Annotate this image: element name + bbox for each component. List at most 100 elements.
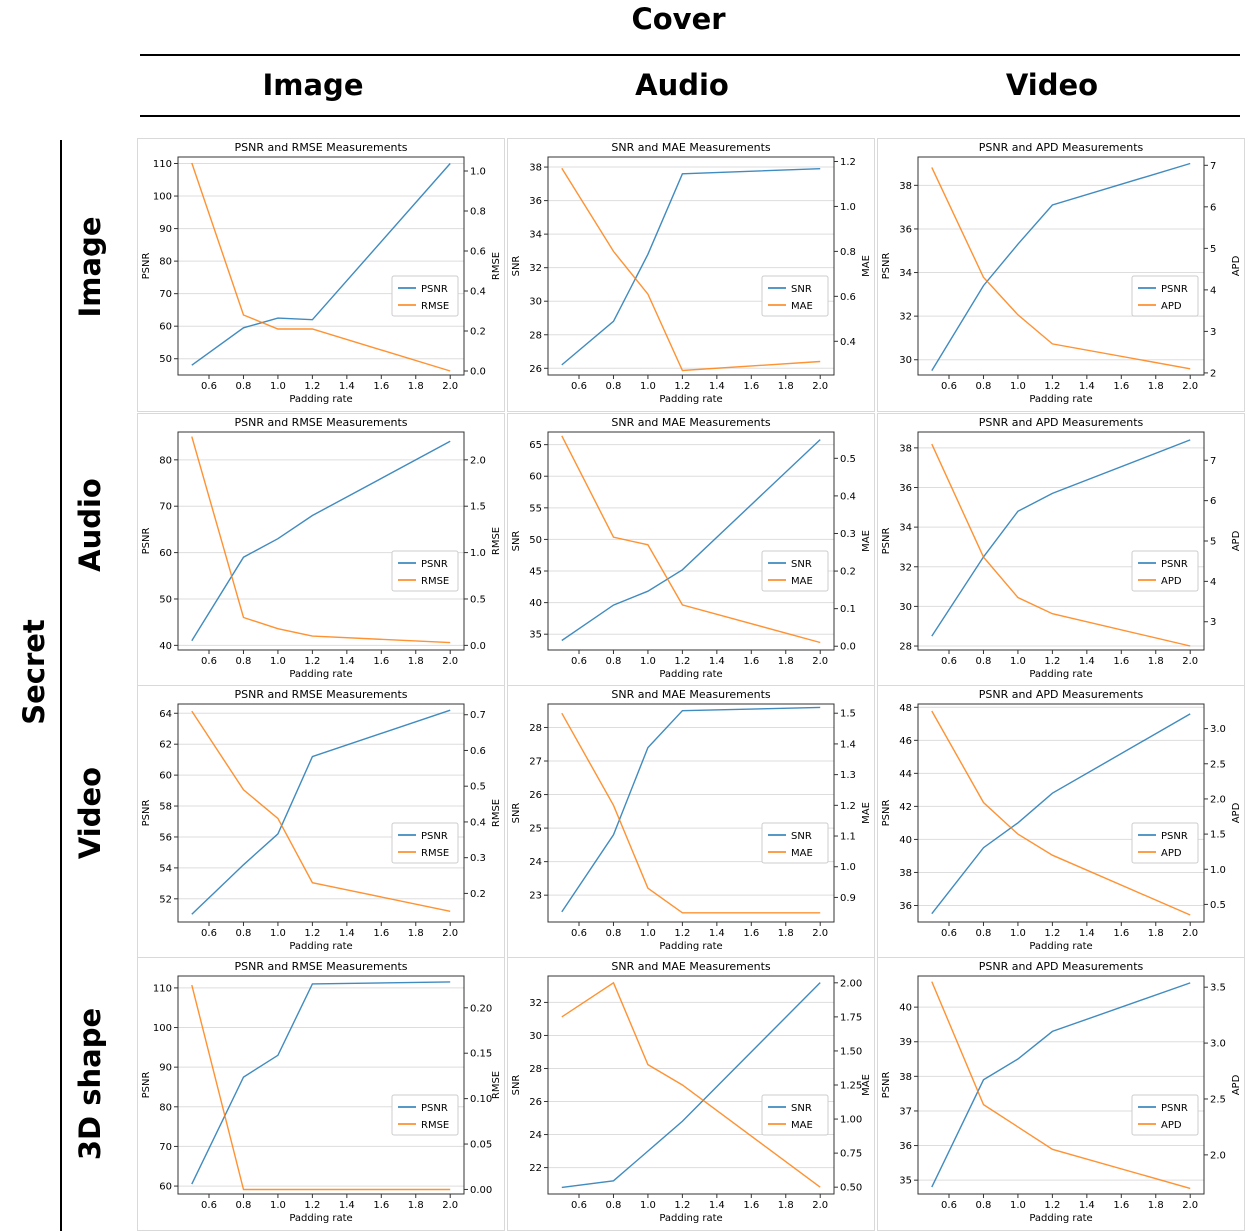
y2-tick-label: 1.50 bbox=[840, 1046, 862, 1057]
y-tick-label: 54 bbox=[159, 863, 172, 874]
legend-box bbox=[1131, 550, 1199, 592]
series-line-rmse bbox=[191, 984, 451, 1191]
y-tick-label: 38 bbox=[899, 1072, 912, 1083]
chart-panel: PSNR and RMSE Measurements 0.6 0.8 1.0 1.2 1.… bbox=[137, 413, 505, 687]
x-tick-label: 1.2 bbox=[304, 928, 320, 939]
x-tick-label: 1.6 bbox=[1113, 656, 1129, 667]
chart-panel: SNR and MAE Measurements 0.6 0.8 1.0 1.2 1.4 1… bbox=[507, 685, 875, 959]
y-tick-label: 70 bbox=[159, 1142, 172, 1153]
x-tick-label: 1.2 bbox=[674, 381, 690, 392]
y-tick-label: 36 bbox=[899, 1141, 912, 1152]
y2-tick-label: 0.0 bbox=[470, 641, 486, 652]
legend-label: PSNR bbox=[421, 284, 448, 295]
x-tick-label: 1.0 bbox=[640, 928, 656, 939]
x-tick-label: 1.4 bbox=[1079, 656, 1095, 667]
legend-label: PSNR bbox=[421, 559, 448, 570]
y-tick-label: 42 bbox=[899, 802, 912, 813]
x-tick-label: 0.8 bbox=[606, 928, 622, 939]
y-tick-label: 80 bbox=[159, 455, 172, 466]
x-tick-label: 1.4 bbox=[709, 928, 725, 939]
y2-tick-label: 0.3 bbox=[470, 853, 486, 864]
y-axis-label: PSNR bbox=[881, 528, 892, 555]
x-axis-label: Padding rate bbox=[1029, 1213, 1092, 1224]
x-tick-label: 1.0 bbox=[1010, 928, 1026, 939]
chart-svg: PSNR and APD Measurements 0.6 0.8 1.0 1.2 1.4… bbox=[881, 141, 1242, 405]
chart-svg: PSNR and APD Measurements 0.6 0.8 1.0 1.2 1.4… bbox=[881, 416, 1242, 680]
y-tick-label: 50 bbox=[159, 594, 172, 605]
x-tick-label: 2.0 bbox=[1182, 381, 1198, 392]
x-tick-label: 0.8 bbox=[236, 381, 252, 392]
x-tick-label: 1.0 bbox=[270, 381, 286, 392]
y2-tick-label: 2 bbox=[1210, 368, 1216, 379]
x-tick-label: 1.2 bbox=[304, 381, 320, 392]
chart-title: PSNR and APD Measurements bbox=[979, 416, 1144, 429]
x-tick-label: 2.0 bbox=[442, 1200, 458, 1211]
x-tick-label: 1.2 bbox=[674, 928, 690, 939]
x-axis-label: Padding rate bbox=[659, 394, 722, 405]
y-tick-label: 90 bbox=[159, 224, 172, 235]
y-tick-label: 30 bbox=[529, 1031, 542, 1042]
series-line-mae bbox=[561, 712, 821, 914]
chart-title: SNR and MAE Measurements bbox=[611, 688, 771, 701]
column-title-video: Video bbox=[1005, 68, 1099, 102]
y-tick-label: 58 bbox=[159, 802, 172, 813]
series-line-rmse bbox=[191, 162, 451, 372]
x-tick-label: 1.0 bbox=[1010, 381, 1026, 392]
series-line-mae bbox=[561, 435, 821, 644]
y2-tick-label: 0.6 bbox=[470, 247, 486, 258]
y2-tick-label: 0.4 bbox=[840, 337, 856, 348]
y-tick-label: 30 bbox=[529, 297, 542, 308]
column-title-audio: Audio bbox=[635, 68, 729, 102]
y-tick-label: 52 bbox=[159, 894, 172, 905]
legend-label: APD bbox=[1161, 576, 1182, 587]
series-line-psnr bbox=[191, 163, 451, 366]
y2-axis-label: RMSE bbox=[491, 252, 502, 280]
row-title-image: Image bbox=[73, 216, 107, 318]
x-tick-label: 2.0 bbox=[812, 381, 828, 392]
x-tick-label: 0.8 bbox=[976, 381, 992, 392]
x-tick-label: 1.0 bbox=[270, 1200, 286, 1211]
y-tick-label: 25 bbox=[529, 824, 542, 835]
legend-box bbox=[391, 550, 459, 592]
x-tick-label: 0.8 bbox=[606, 381, 622, 392]
row-title-audio: Audio bbox=[73, 478, 107, 572]
x-tick-label: 0.6 bbox=[941, 1200, 957, 1211]
legend-label: SNR bbox=[791, 1103, 812, 1114]
series-line-psnr bbox=[931, 162, 1191, 371]
x-tick-label: 1.2 bbox=[304, 1200, 320, 1211]
y2-tick-label: 1.2 bbox=[840, 157, 856, 168]
x-tick-label: 2.0 bbox=[1182, 656, 1198, 667]
x-tick-label: 1.6 bbox=[1113, 381, 1129, 392]
plot-frame bbox=[547, 703, 835, 923]
y2-axis-label: MAE bbox=[861, 530, 872, 552]
x-tick-label: 0.6 bbox=[571, 928, 587, 939]
legend-label: SNR bbox=[791, 284, 812, 295]
x-tick-label: 0.6 bbox=[201, 928, 217, 939]
chart-title: PSNR and RMSE Measurements bbox=[235, 688, 408, 701]
y2-tick-label: 0.2 bbox=[470, 327, 486, 338]
series-line-apd bbox=[931, 710, 1191, 916]
y-tick-label: 40 bbox=[899, 835, 912, 846]
chart-title: SNR and MAE Measurements bbox=[611, 141, 771, 154]
y-axis-label: PSNR bbox=[141, 253, 152, 280]
x-tick-label: 1.8 bbox=[408, 928, 424, 939]
chart-panel: PSNR and RMSE Measurements 0.6 0.8 1.0 1.2 1.… bbox=[137, 138, 505, 412]
x-axis-label: Padding rate bbox=[289, 1213, 352, 1224]
y2-tick-label: 5 bbox=[1210, 244, 1216, 255]
y2-tick-label: 1.3 bbox=[840, 770, 856, 781]
x-tick-label: 1.4 bbox=[339, 928, 355, 939]
y2-tick-label: 0.15 bbox=[470, 1049, 492, 1060]
y-tick-label: 38 bbox=[899, 181, 912, 192]
series-line-apd bbox=[931, 167, 1191, 370]
y2-tick-label: 1.0 bbox=[470, 167, 486, 178]
x-tick-label: 0.8 bbox=[606, 1200, 622, 1211]
y-tick-label: 37 bbox=[899, 1106, 912, 1117]
legend-label: RMSE bbox=[421, 301, 449, 312]
chart-svg: PSNR and APD Measurements 0.6 0.8 1.0 1.2 1.4… bbox=[881, 960, 1242, 1224]
y2-axis-label: APD bbox=[1231, 530, 1242, 551]
chart-svg: PSNR and RMSE Measurements 0.6 0.8 1.0 1.2 1.… bbox=[141, 416, 502, 680]
y2-tick-label: 4 bbox=[1210, 285, 1216, 296]
x-tick-label: 0.8 bbox=[976, 656, 992, 667]
y-tick-label: 32 bbox=[529, 263, 542, 274]
cover-title: Cover bbox=[631, 2, 726, 36]
